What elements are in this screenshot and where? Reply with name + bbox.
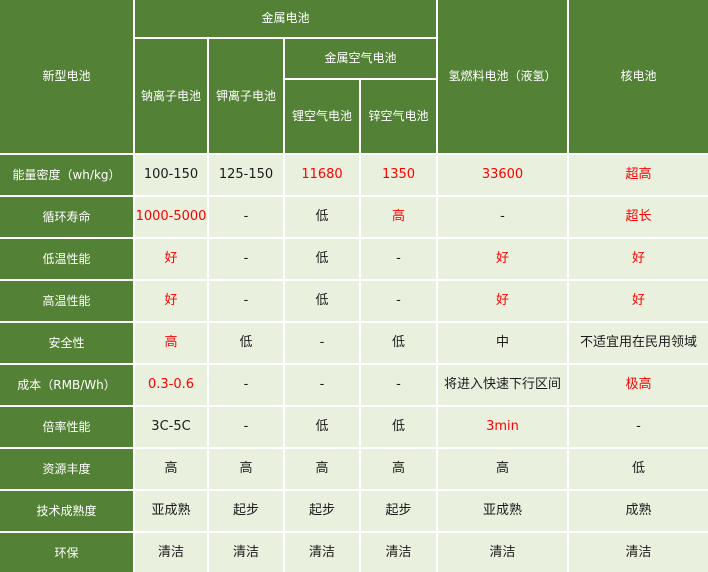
table-cell: 起步 [209,491,283,531]
table-cell: 亚成熟 [135,491,207,531]
table-cell: 低 [285,197,359,237]
table-cell: 好 [135,239,207,279]
table-cell: 中 [438,323,568,363]
table-cell: - [361,365,437,405]
table-cell: 33600 [438,155,568,195]
table-cell: - [209,239,283,279]
row-label: 高温性能 [0,281,133,321]
table-cell: - [361,281,437,321]
header-row-groups: 新型电池 金属电池 氢燃料电池（液氢） 核电池 [0,0,708,153]
table-cell: - [361,239,437,279]
table-cell: 清洁 [285,533,359,572]
table-row-rate-performance: 倍率性能 3C-5C - 低 低 3min - [0,407,708,447]
table-row-environmental: 环保 清洁 清洁 清洁 清洁 清洁 清洁 [0,533,708,572]
row-label: 倍率性能 [0,407,133,447]
table-cell: 125-150 [209,155,283,195]
table-cell: 低 [569,449,708,489]
table-cell: 高 [361,449,437,489]
header-row-leaves: 锂空气电池 锌空气电池 [0,80,708,153]
table-cell: 高 [438,449,568,489]
row-label: 资源丰度 [0,449,133,489]
table-cell: 亚成熟 [438,491,568,531]
table-cell: 100-150 [135,155,207,195]
table-cell: 将进入快速下行区间 [438,365,568,405]
table-row-low-temp-performance: 低温性能 好 - 低 - 好 好 [0,239,708,279]
table-cell: - [285,365,359,405]
table-cell: - [209,197,283,237]
table-cell: 3C-5C [135,407,207,447]
table-cell: 低 [209,323,283,363]
header-group-metal-battery: 金属电池 [135,0,437,37]
table-cell: 1350 [361,155,437,195]
header-col-hydrogen-fuel-cell: 氢燃料电池（液氢） [438,0,568,153]
row-label: 低温性能 [0,239,133,279]
table-cell: 超长 [569,197,708,237]
table-cell: 清洁 [135,533,207,572]
table-cell: 好 [569,239,708,279]
table-cell: 1000-5000 [135,197,207,237]
table-cell: 低 [285,239,359,279]
table-cell: 成熟 [569,491,708,531]
header-corner-new-battery: 新型电池 [0,0,133,153]
table-cell: 高 [135,323,207,363]
table-cell: 超高 [569,155,708,195]
table-row-cycle-life: 循环寿命 1000-5000 - 低 高 - 超长 [0,197,708,237]
table-cell: - [569,407,708,447]
table-cell: 高 [285,449,359,489]
header-col-sodium-ion: 钠离子电池 [135,39,207,153]
table-cell: - [438,197,568,237]
table-cell: 低 [361,323,437,363]
table-row-tech-maturity: 技术成熟度 亚成熟 起步 起步 起步 亚成熟 成熟 [0,491,708,531]
table-cell: 0.3-0.6 [135,365,207,405]
table-cell: 起步 [285,491,359,531]
table-cell: 不适宜用在民用领域 [569,323,708,363]
table-cell: 11680 [285,155,359,195]
table-cell: 高 [209,449,283,489]
header-col-potassium-ion: 钾离子电池 [209,39,283,153]
table-cell: - [285,323,359,363]
table-row-resource-abundance: 资源丰度 高 高 高 高 高 低 [0,449,708,489]
table-cell: 低 [285,281,359,321]
table-cell: 高 [361,197,437,237]
table-row-cost: 成本（RMB/Wh） 0.3-0.6 - - - 将进入快速下行区间 极高 [0,365,708,405]
table-cell: 高 [135,449,207,489]
table-cell: 清洁 [438,533,568,572]
row-label: 成本（RMB/Wh） [0,365,133,405]
table-cell: 低 [285,407,359,447]
table-cell: 好 [135,281,207,321]
header-col-nuclear-battery: 核电池 [569,0,708,153]
table-row-energy-density: 能量密度（wh/kg） 100-150 125-150 11680 1350 3… [0,155,708,195]
table-cell: 好 [438,281,568,321]
row-label: 技术成熟度 [0,491,133,531]
row-label: 安全性 [0,323,133,363]
header-group-metal-air-battery: 金属空气电池 [285,39,437,78]
row-label: 能量密度（wh/kg） [0,155,133,195]
table-cell: - [209,407,283,447]
table-cell: 3min [438,407,568,447]
header-col-lithium-air: 锂空气电池 [285,80,359,153]
table-row-high-temp-performance: 高温性能 好 - 低 - 好 好 [0,281,708,321]
table-cell: 清洁 [569,533,708,572]
table-cell: - [209,281,283,321]
table-cell: 极高 [569,365,708,405]
header-row-subgroups: 钠离子电池 钾离子电池 金属空气电池 [0,39,708,153]
table-row-safety: 安全性 高 低 - 低 中 不适宜用在民用领域 [0,323,708,363]
table-cell: 清洁 [361,533,437,572]
table-cell: 起步 [361,491,437,531]
table-cell: 好 [438,239,568,279]
header-col-zinc-air: 锌空气电池 [361,80,437,153]
row-label: 环保 [0,533,133,572]
row-label: 循环寿命 [0,197,133,237]
table-cell: 清洁 [209,533,283,572]
table-cell: - [209,365,283,405]
table-cell: 好 [569,281,708,321]
table-cell: 低 [361,407,437,447]
